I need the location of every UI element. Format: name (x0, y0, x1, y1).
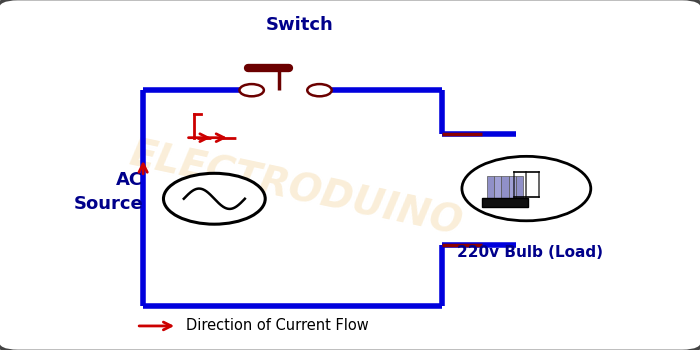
Bar (501, 176, 509, 199)
Text: Direction of Current Flow: Direction of Current Flow (186, 318, 369, 334)
Bar (494, 176, 501, 199)
Circle shape (462, 156, 591, 221)
Bar (509, 176, 516, 199)
Bar (482, 198, 528, 207)
Text: ELECTRODUINO: ELECTRODUINO (126, 135, 466, 243)
Bar (516, 176, 523, 199)
Circle shape (307, 84, 332, 96)
Text: 220v Bulb (Load): 220v Bulb (Load) (456, 245, 603, 260)
Text: Switch: Switch (265, 16, 333, 34)
Bar (487, 176, 494, 199)
Text: AC
Source: AC Source (74, 171, 143, 213)
Circle shape (239, 84, 264, 96)
Circle shape (164, 173, 265, 224)
